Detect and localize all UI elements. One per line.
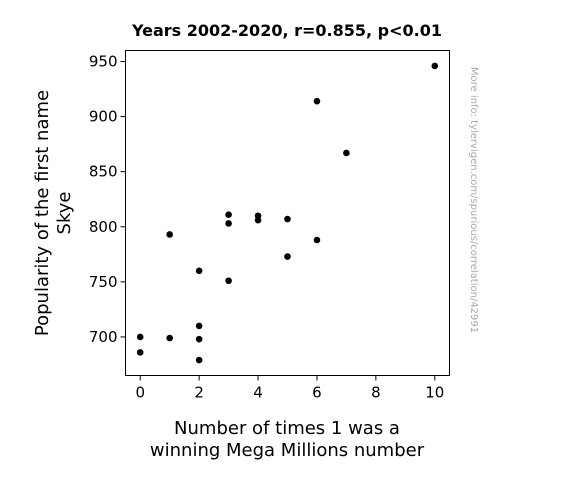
y-axis: 700 750 800 850 900 950 — [89, 53, 126, 346]
x-tick-label: 2 — [194, 384, 204, 402]
data-point — [195, 356, 203, 364]
y-tick-label: 850 — [89, 163, 118, 181]
data-point — [254, 216, 262, 224]
data-point — [195, 335, 203, 343]
data-point — [195, 322, 203, 330]
data-point — [195, 267, 203, 275]
y-axis-label-line-1: Popularity of the first name — [32, 90, 53, 336]
x-tick-label: 0 — [135, 384, 145, 402]
data-point — [284, 253, 291, 260]
data-point — [136, 349, 144, 356]
data-point — [313, 97, 321, 105]
x-axis: 0 2 4 6 8 10 — [135, 375, 444, 402]
data-point — [166, 334, 173, 342]
data-point — [136, 333, 144, 341]
y-tick-label: 950 — [89, 53, 118, 71]
y-tick-label: 800 — [89, 218, 118, 236]
y-axis-label-line-2: Skye — [54, 192, 75, 235]
source-watermark: More info: tylervigen.com/spurious/corre… — [468, 67, 479, 333]
y-tick-label: 900 — [89, 108, 118, 126]
x-tick-label: 4 — [253, 384, 263, 402]
x-tick-label: 6 — [312, 384, 322, 402]
x-axis-label-line-2: winning Mega Millions number — [150, 440, 425, 461]
data-point — [431, 62, 439, 70]
y-tick-label: 750 — [89, 273, 118, 291]
data-point — [225, 220, 232, 227]
x-axis-label-line-1: Number of times 1 was a — [174, 418, 400, 439]
plot-area — [125, 50, 450, 376]
data-point — [284, 215, 291, 223]
data-point — [313, 236, 321, 244]
data-point — [166, 231, 173, 238]
y-tick-label: 700 — [89, 328, 118, 346]
data-point — [225, 211, 232, 218]
data-points — [136, 62, 439, 364]
data-point — [225, 277, 232, 285]
data-point — [343, 149, 350, 157]
x-tick-label: 8 — [371, 384, 381, 402]
chart-title: Years 2002-2020, r=0.855, p<0.01 — [131, 21, 442, 40]
x-tick-label: 10 — [425, 384, 444, 402]
